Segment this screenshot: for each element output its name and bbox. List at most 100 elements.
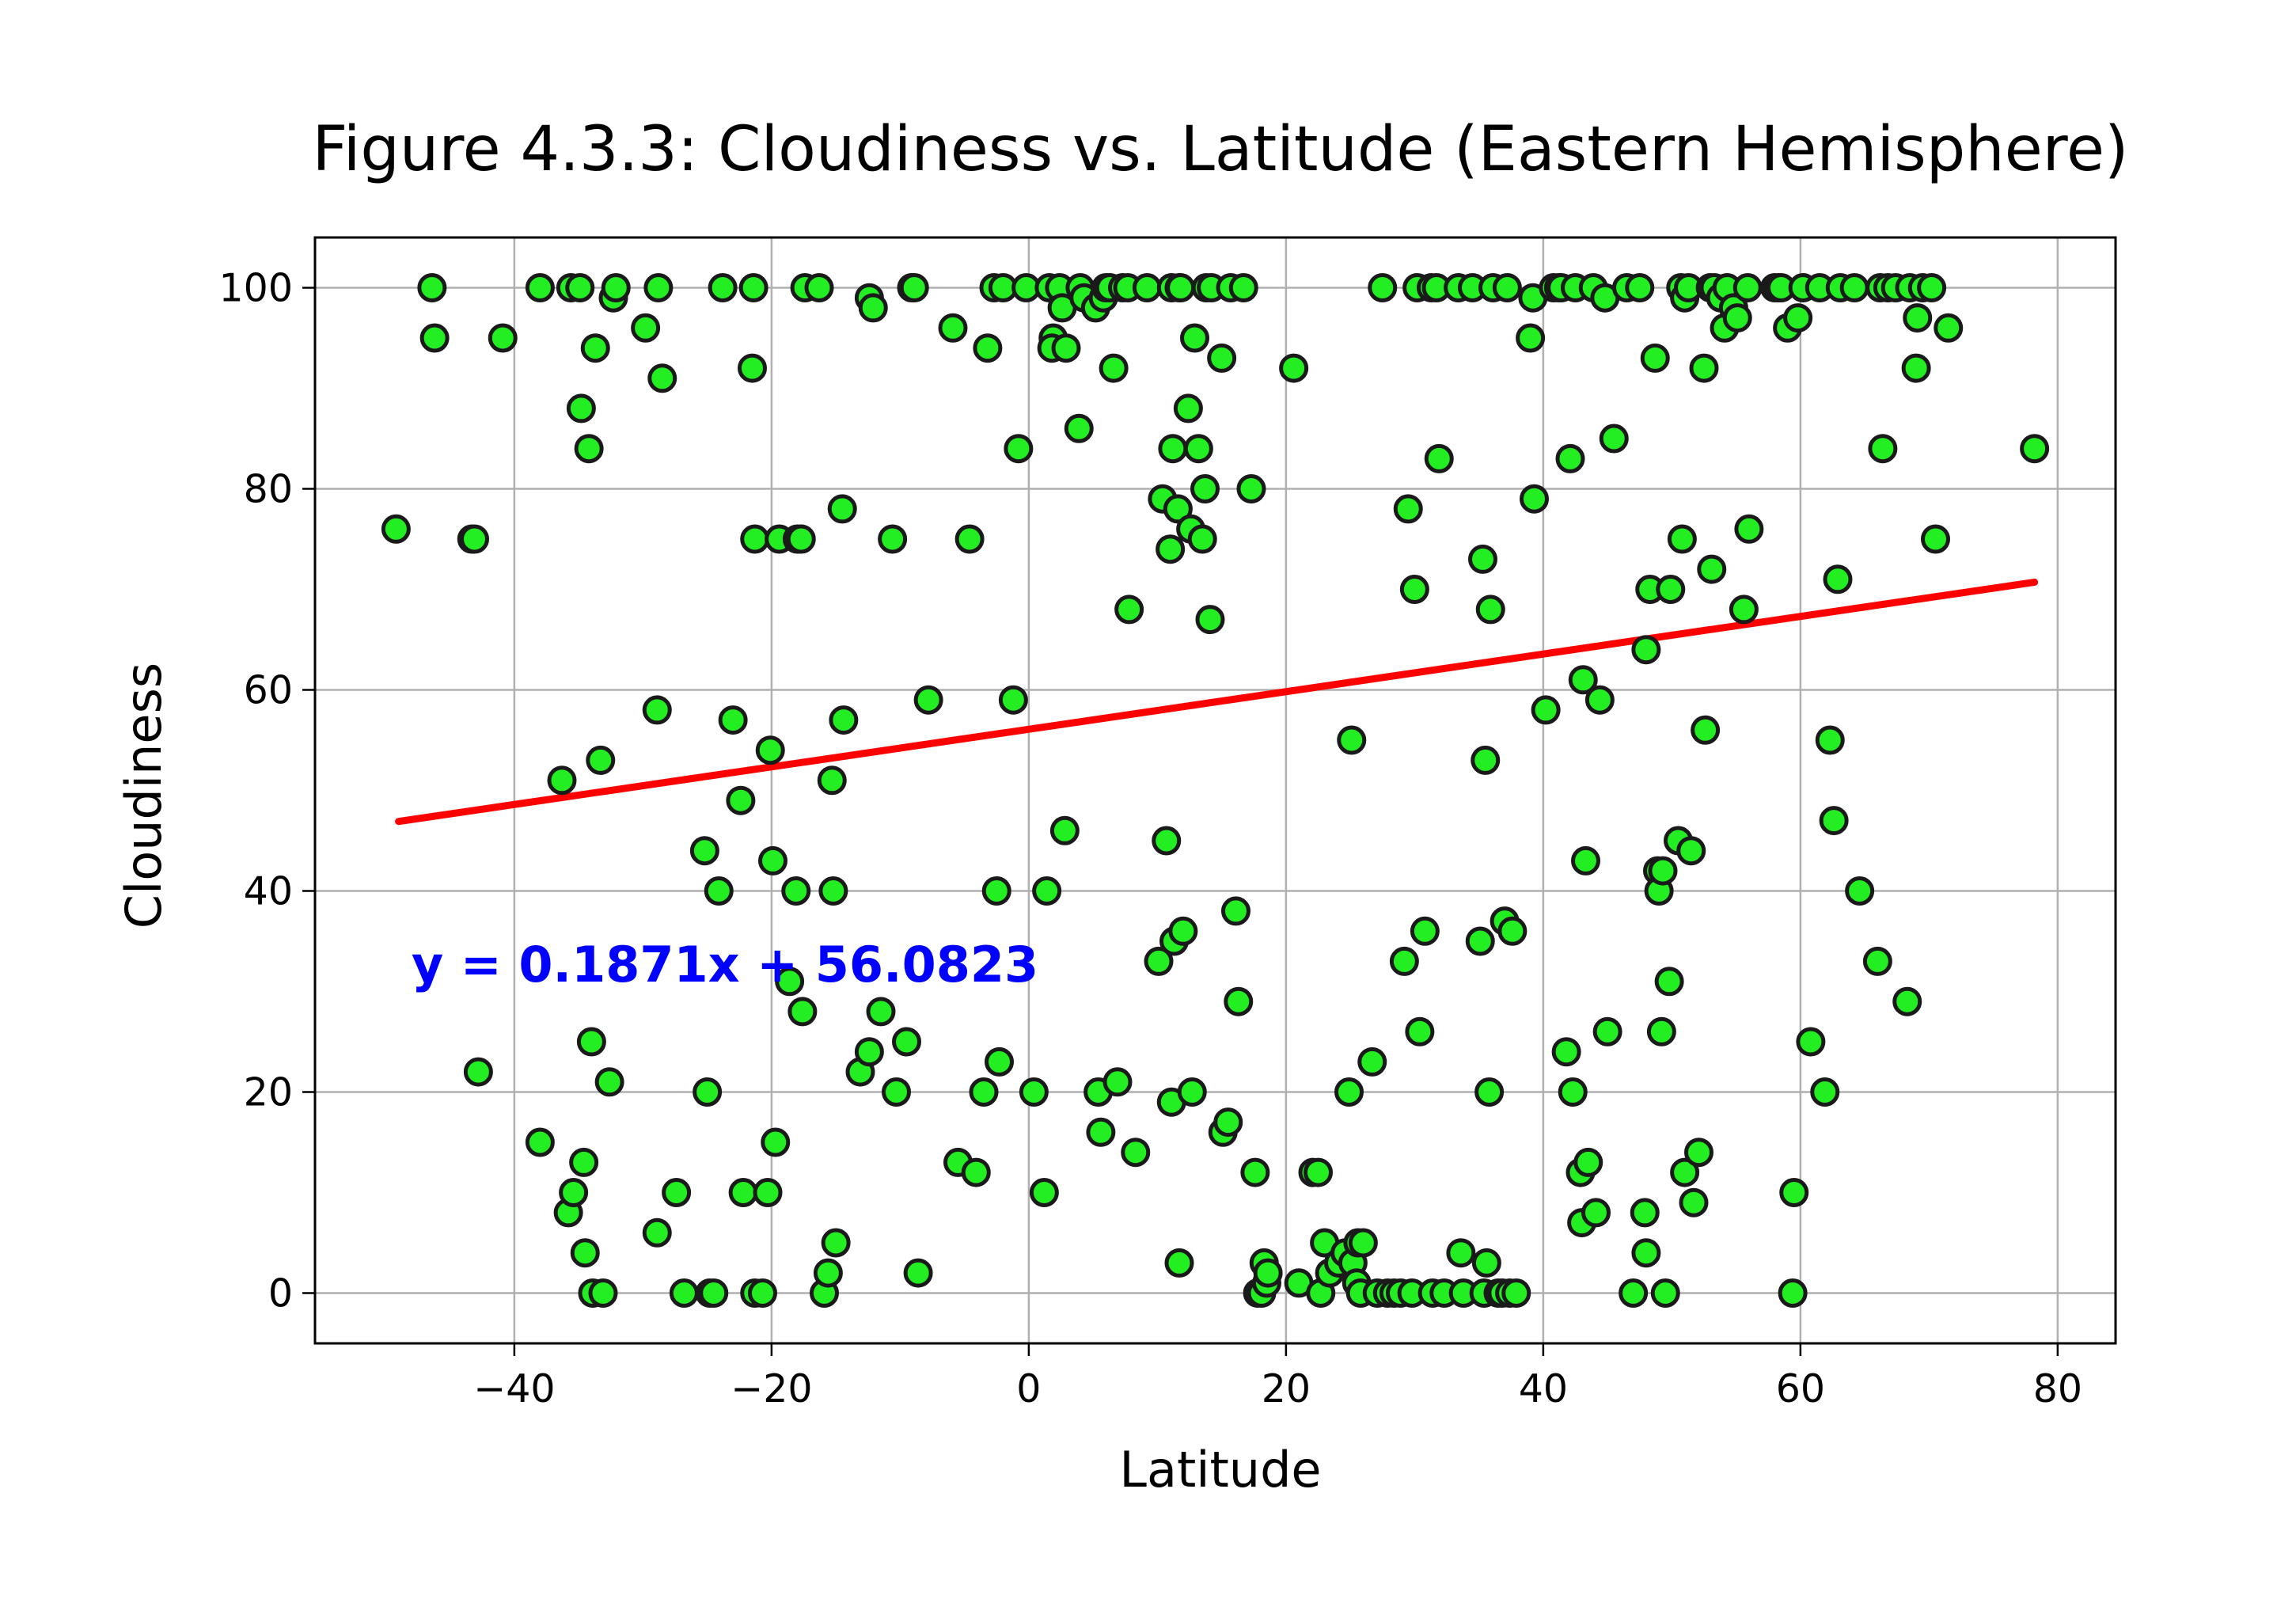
data-point [817, 765, 847, 796]
y-tick-label: 80 [244, 467, 293, 512]
data-point [576, 1027, 606, 1057]
data-point [827, 494, 857, 524]
data-point [1815, 725, 1845, 755]
data-point [1839, 273, 1869, 302]
data-point [566, 393, 596, 424]
data-point [1646, 1016, 1676, 1047]
data-point [1892, 986, 1922, 1016]
data-point [787, 997, 818, 1027]
data-point [1368, 273, 1398, 302]
data-point [460, 524, 489, 554]
data-point [417, 273, 447, 302]
data-point [1187, 524, 1217, 554]
data-point [738, 273, 768, 302]
regression-layer [395, 578, 2039, 826]
data-point [1778, 1278, 1808, 1308]
data-point [969, 1077, 999, 1107]
data-point [1573, 1147, 1603, 1177]
data-point [973, 333, 1003, 363]
data-point [1516, 323, 1546, 353]
data-point [1236, 474, 1266, 503]
data-point [1648, 856, 1678, 886]
data-point [1599, 424, 1629, 454]
y-tick-label: 100 [218, 266, 293, 311]
data-point [463, 1057, 493, 1087]
data-point [1625, 273, 1655, 302]
data-point [1099, 353, 1129, 383]
data-point [981, 876, 1011, 906]
x-axis-label: Latitude [1119, 1441, 1321, 1499]
data-point [761, 1127, 791, 1157]
data-point [758, 845, 787, 876]
data-point [1064, 413, 1094, 443]
data-point [718, 705, 748, 735]
data-point [547, 765, 577, 796]
data-point [1337, 725, 1367, 755]
plot-frame [313, 236, 2117, 1345]
data-point [1221, 896, 1250, 926]
data-point [1471, 1248, 1501, 1278]
x-tick-label: −20 [731, 1366, 812, 1411]
data-point [1405, 1016, 1435, 1047]
regression-equation: y = 0.1871x + 56.0823 [412, 936, 1038, 993]
data-point [525, 273, 555, 302]
data-point [601, 273, 631, 302]
data-point [647, 363, 677, 393]
data-point [1049, 815, 1080, 845]
data-point [569, 1147, 599, 1177]
data-point [643, 273, 674, 302]
data-point [1868, 434, 1898, 464]
data-point [878, 524, 908, 554]
data-point [1656, 575, 1686, 604]
data-point [1670, 1157, 1700, 1187]
data-point [565, 273, 595, 302]
data-point [1819, 806, 1849, 836]
data-point [1691, 715, 1721, 745]
data-point [1399, 575, 1429, 604]
data-point [899, 273, 929, 302]
data-point [1357, 1047, 1387, 1077]
data-point [1492, 273, 1522, 302]
data-point [1934, 313, 1964, 343]
data-point [1195, 605, 1225, 635]
data-point [1520, 484, 1549, 514]
data-point [1158, 434, 1188, 464]
data-point [1468, 544, 1497, 574]
data-point [1667, 524, 1697, 554]
data-point [559, 1178, 589, 1207]
x-tick-label: 60 [1776, 1366, 1825, 1411]
data-point [1475, 594, 1505, 625]
data-point [1004, 434, 1034, 464]
data-point [1551, 1037, 1581, 1067]
data-point [938, 313, 968, 343]
data-point [1410, 916, 1440, 946]
data-point [1531, 695, 1561, 725]
data-point [699, 1278, 729, 1308]
data-point [1679, 1187, 1709, 1217]
data-point [985, 1047, 1014, 1077]
data-point [1783, 303, 1813, 333]
data-point [574, 434, 604, 464]
data-point [1393, 494, 1423, 524]
data-point [818, 876, 848, 906]
data-point [1654, 967, 1684, 997]
data-point [662, 1178, 692, 1207]
x-tick-label: 20 [1262, 1366, 1311, 1411]
data-point [381, 514, 411, 544]
data-point [1279, 353, 1309, 383]
data-point [1592, 1016, 1622, 1047]
data-point [642, 695, 672, 725]
data-point [1051, 333, 1081, 363]
data-point [488, 323, 518, 353]
data-point [642, 1217, 672, 1248]
data-point [781, 876, 811, 906]
data-point [1555, 443, 1585, 473]
data-point [1474, 1077, 1505, 1107]
data-point [1558, 1077, 1588, 1107]
data-point [858, 293, 888, 323]
data-point [1224, 986, 1254, 1016]
data-point [1019, 1077, 1049, 1107]
data-point [829, 705, 859, 735]
data-point [1032, 876, 1062, 906]
data-point [804, 273, 834, 302]
